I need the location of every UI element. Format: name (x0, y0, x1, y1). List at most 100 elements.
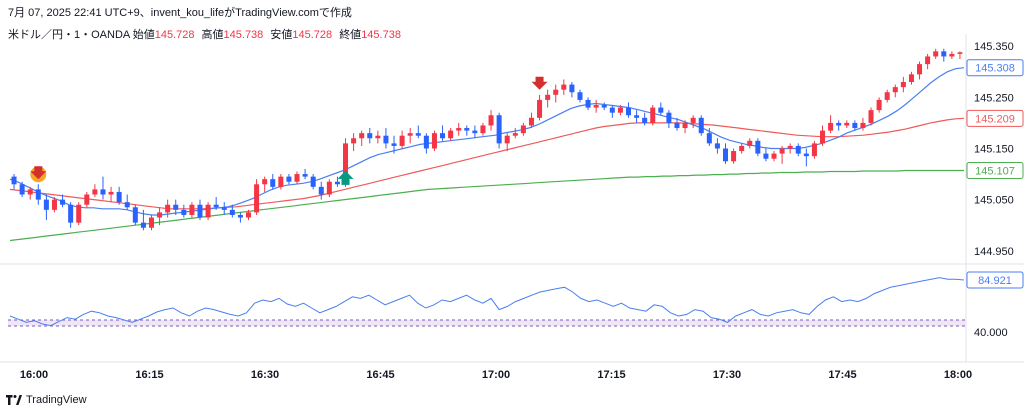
candle-body (674, 122, 680, 129)
candle (520, 122, 526, 136)
candle-body (132, 207, 138, 223)
candle (423, 133, 429, 154)
candle (787, 143, 793, 154)
candle (690, 115, 696, 129)
candle (545, 89, 551, 108)
candle (714, 138, 720, 154)
candle-body (278, 176, 284, 187)
candle-body (634, 115, 640, 118)
candle-body (456, 128, 462, 131)
candle-body (375, 135, 381, 139)
candle-body (448, 130, 454, 139)
candle-body (189, 204, 195, 215)
candle-body (359, 133, 365, 139)
candle (326, 179, 332, 198)
candle-body (229, 209, 235, 215)
candle-body (60, 199, 66, 205)
candle-body (900, 82, 906, 88)
candle-body (957, 52, 963, 54)
candle-body (731, 151, 737, 162)
candle (949, 51, 955, 60)
candle-body (722, 148, 729, 162)
candle-body (181, 209, 187, 215)
candle (100, 176, 106, 200)
candle-body (884, 92, 890, 100)
candle (407, 128, 413, 144)
candle-body (690, 117, 696, 123)
candle (351, 133, 357, 152)
candle-body (423, 135, 429, 149)
candle-body (310, 176, 316, 187)
candle (722, 143, 729, 164)
candle-body (391, 143, 397, 146)
candle (795, 143, 801, 157)
rsi-level-label: 40.000 (974, 327, 1008, 339)
candle-body (43, 199, 49, 210)
candle-body (27, 189, 33, 195)
candle-body (860, 122, 866, 129)
candle-body (262, 179, 268, 185)
candle-body (326, 181, 332, 195)
candle-body (520, 125, 526, 134)
footer-brand: TradingView (6, 394, 87, 406)
candle (68, 202, 74, 228)
candle (658, 102, 664, 116)
candle-body (367, 133, 373, 139)
candle (181, 204, 187, 218)
candle (617, 105, 623, 116)
symbol-legend: 米ドル／円・1・OANDA 始値145.728 高値145.738 安値145.… (8, 26, 405, 42)
candle (634, 110, 640, 123)
candle (933, 48, 939, 60)
candle-body (51, 199, 57, 210)
candle-body (828, 122, 834, 131)
candle (682, 120, 688, 134)
candle-body (68, 204, 74, 223)
candle-body (528, 117, 534, 126)
candle (27, 186, 33, 200)
candle (666, 110, 672, 129)
candle (755, 138, 761, 157)
candle-body (334, 181, 340, 185)
candle-body (254, 184, 260, 213)
candle-body (876, 99, 882, 111)
candle-body (221, 207, 227, 210)
high-label: 高値 (201, 29, 224, 41)
candle-body (682, 122, 688, 129)
candle (116, 186, 122, 205)
candle-body (795, 145, 801, 154)
ma-fast-value: 145.308 (975, 63, 1015, 75)
rsi-current-value: 84.921 (978, 275, 1012, 287)
time-tick-label: 16:00 (20, 369, 48, 381)
candle-body (577, 92, 583, 100)
candle (334, 176, 340, 187)
candle (876, 97, 882, 113)
candle (674, 117, 680, 131)
price-tick-label: 145.150 (974, 143, 1014, 155)
time-tick-label: 16:30 (251, 369, 279, 381)
candle (165, 199, 171, 218)
candle-body (213, 204, 219, 208)
candle-body (747, 140, 753, 146)
time-tick-label: 17:00 (482, 369, 510, 381)
candle-body (949, 53, 955, 57)
candle-body (739, 145, 745, 152)
candle (84, 191, 90, 208)
candle (221, 202, 227, 215)
candle (11, 174, 17, 190)
candle-body (343, 143, 349, 185)
candle-body (642, 117, 648, 123)
candle (197, 199, 203, 221)
candle (480, 122, 486, 136)
candle (19, 181, 25, 198)
candle (213, 197, 219, 210)
candle (270, 174, 276, 190)
candle (35, 184, 41, 205)
candle (132, 204, 138, 226)
candle-body (892, 87, 898, 93)
candle (868, 107, 874, 126)
candle-body (148, 217, 154, 228)
candle-body (868, 110, 874, 123)
candle-body (440, 133, 446, 139)
candle (561, 79, 567, 95)
